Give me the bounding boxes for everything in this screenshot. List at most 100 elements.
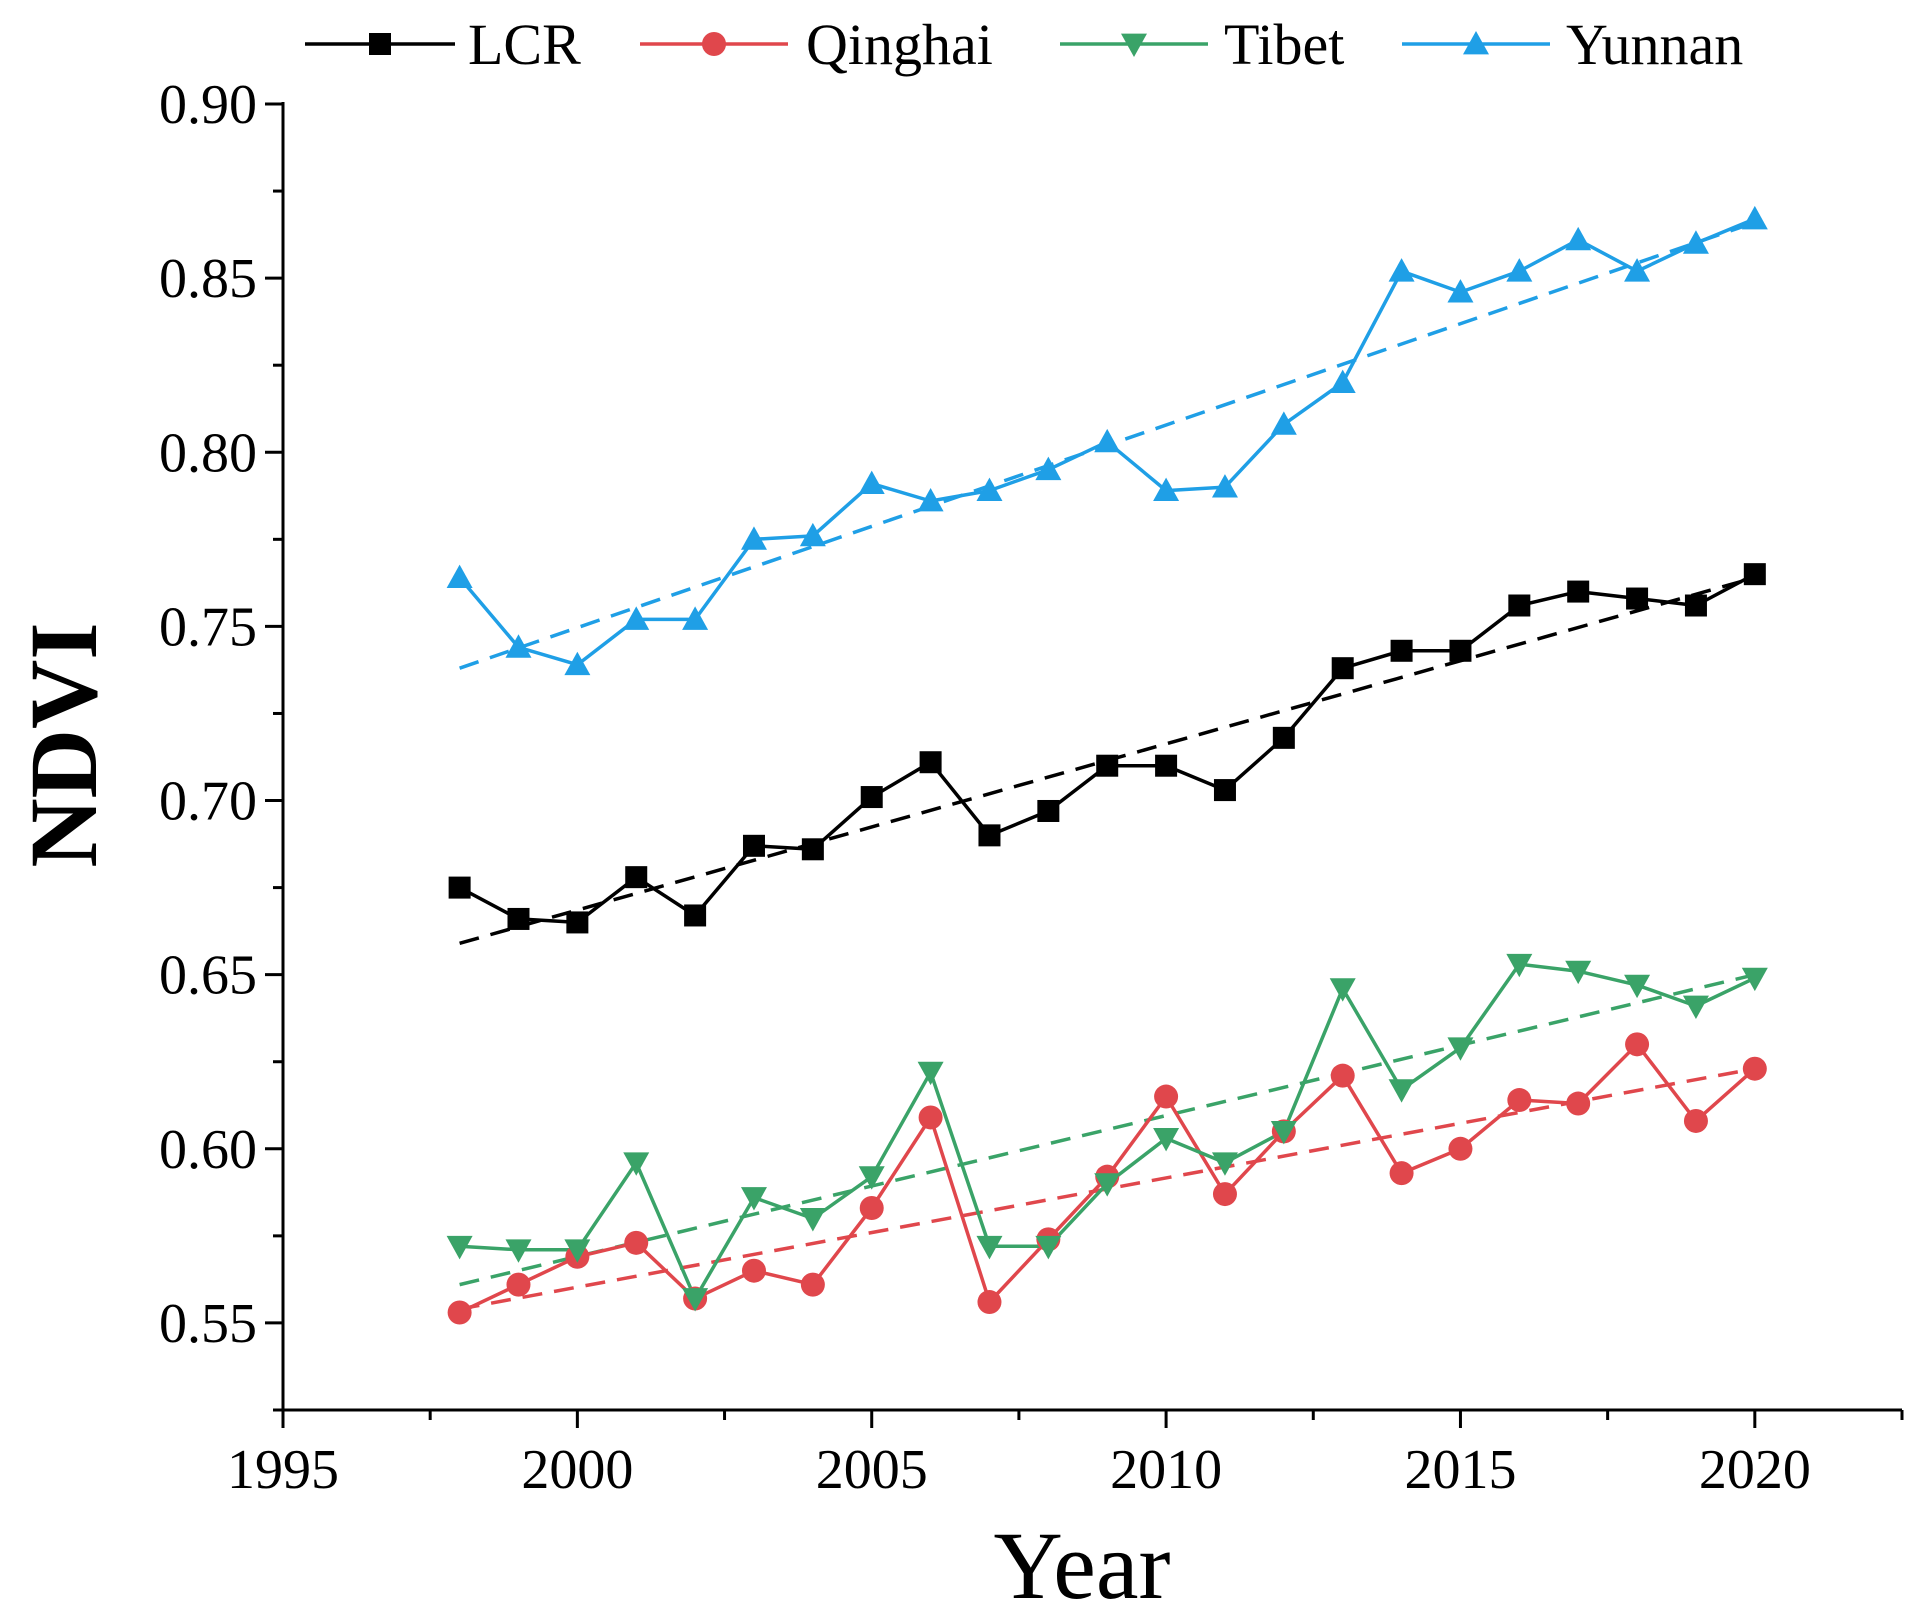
lcr-point — [860, 786, 883, 809]
legend: LCR Qinghai Tibet Yunnan — [305, 12, 1743, 77]
yunnan-point — [1682, 230, 1709, 254]
tibet-series-line — [459, 962, 1756, 1301]
x-axis-title: Year — [994, 1512, 1171, 1610]
yunnan-point — [1506, 258, 1533, 282]
y-tick-label: 0.75 — [159, 596, 257, 658]
lcr-point — [1567, 580, 1590, 603]
legend-label-yunnan: Yunnan — [1566, 12, 1743, 77]
qinghai-point — [918, 1105, 943, 1130]
legend-label-tibet: Tibet — [1224, 12, 1344, 77]
lcr-point — [1390, 639, 1413, 662]
yunnan-point — [682, 606, 709, 630]
yunnan-point — [1447, 279, 1474, 303]
lcr-series-line — [458, 572, 1756, 925]
lcr-point — [684, 904, 707, 927]
yunnan-point — [1035, 456, 1062, 481]
yunnan-point — [1329, 369, 1356, 394]
tibet-trend-line — [459, 972, 1756, 1287]
qinghai-point — [1625, 1032, 1650, 1057]
tibet-point — [917, 1061, 944, 1086]
yunnan-point — [1741, 205, 1768, 230]
y-tick-label: 0.60 — [159, 1119, 257, 1181]
y-tick-label: 0.70 — [159, 771, 257, 833]
tibet-point — [1506, 953, 1533, 978]
lcr-point — [1743, 563, 1766, 586]
yunnan-point — [505, 634, 532, 658]
yunnan-point — [1211, 474, 1238, 498]
tibet-point — [1741, 967, 1768, 992]
y-tick-label: 0.55 — [159, 1293, 257, 1355]
yunnan-point — [740, 526, 767, 550]
x-tick-label: 2005 — [816, 1439, 928, 1501]
qinghai-point — [741, 1258, 766, 1283]
tibet-point — [799, 1208, 826, 1232]
tibet-point — [1682, 995, 1709, 1020]
y-tick-label: 0.80 — [159, 422, 257, 484]
lcr-point — [1037, 799, 1060, 822]
tibet-point — [1035, 1235, 1062, 1260]
x-tick-label: 2010 — [1110, 1439, 1222, 1501]
lcr-point — [801, 838, 824, 861]
qinghai-point — [1683, 1108, 1708, 1133]
tibet-point — [1565, 960, 1592, 985]
series-markers — [446, 205, 1768, 1325]
tibet-point — [858, 1166, 885, 1190]
yunnan-point — [1624, 258, 1651, 282]
yunnan-point — [446, 564, 473, 589]
yunnan-point — [976, 477, 1003, 501]
legend-label-qinghai: Qinghai — [806, 12, 993, 77]
tibet-point — [1329, 978, 1356, 1002]
x-tick-label: 2000 — [521, 1439, 633, 1501]
yunnan-point — [1094, 428, 1121, 453]
qinghai-point — [800, 1272, 825, 1297]
lcr-point — [978, 824, 1001, 847]
tibet-point — [740, 1187, 767, 1211]
lcr-point — [1449, 639, 1472, 662]
yunnan-point — [858, 470, 885, 495]
qinghai-point — [859, 1196, 884, 1221]
yunnan-point — [623, 606, 650, 630]
tibet-point — [1094, 1173, 1121, 1197]
tibet-point — [1270, 1120, 1297, 1145]
lcr-point — [742, 834, 765, 857]
tibet-point — [564, 1239, 591, 1263]
legend-marker-yunnan — [1463, 31, 1489, 55]
yunnan-point — [1565, 226, 1592, 251]
tibet-point — [1624, 974, 1651, 999]
legend-marker-qinghai — [702, 32, 726, 56]
lcr-point — [1272, 726, 1295, 749]
lcr-point — [1155, 754, 1178, 777]
lcr-point — [1626, 587, 1649, 610]
yunnan-point — [799, 522, 826, 547]
qinghai-point — [1212, 1182, 1237, 1207]
lcr-point — [1684, 594, 1707, 617]
lcr-point — [1096, 754, 1119, 777]
lcr-point — [1213, 779, 1236, 802]
tibet-point — [623, 1152, 650, 1176]
yunnan-point — [917, 488, 944, 512]
axes: 0.55 0.60 0.65 0.70 0.75 0.80 0.85 0.90 1995 2000… — [159, 74, 1904, 1501]
yunnan-point — [1270, 411, 1297, 435]
tibet-point — [1388, 1079, 1415, 1103]
qinghai-point — [1154, 1084, 1179, 1109]
y-tick-label: 0.90 — [159, 74, 257, 136]
tibet-point — [1211, 1152, 1238, 1176]
lcr-point — [1508, 594, 1531, 617]
tibet-point — [505, 1239, 532, 1263]
qinghai-point — [506, 1272, 531, 1297]
yunnan-point — [1153, 477, 1180, 501]
qinghai-point — [447, 1300, 472, 1325]
lcr-point — [1331, 657, 1354, 680]
x-tick-label: 1995 — [227, 1439, 339, 1501]
x-tick-label: 2015 — [1404, 1439, 1516, 1501]
lcr-point — [566, 911, 589, 934]
yunnan-point — [1388, 258, 1415, 282]
tibet-point — [1153, 1127, 1180, 1152]
tibet-point — [682, 1288, 709, 1312]
tibet-point — [1447, 1037, 1474, 1061]
qinghai-point — [1566, 1091, 1591, 1116]
qinghai-point — [977, 1290, 1002, 1315]
qinghai-point — [1389, 1161, 1414, 1186]
y-tick-label: 0.65 — [159, 945, 257, 1007]
